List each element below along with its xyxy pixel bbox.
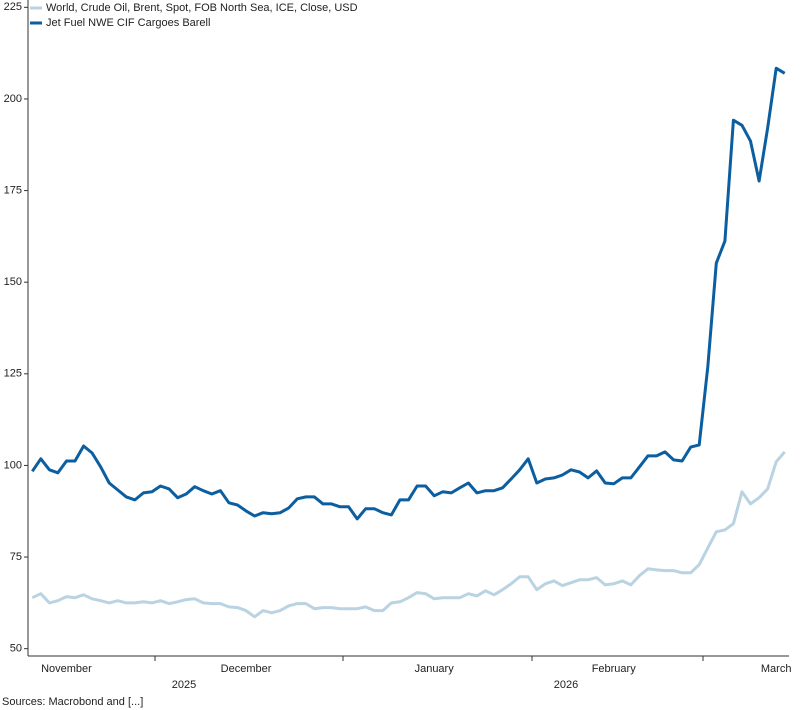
- x-tick-label: February: [592, 663, 637, 675]
- y-tick-label: 175: [4, 184, 22, 196]
- x-tick-label: November: [41, 663, 92, 675]
- legend-label: World, Crude Oil, Brent, Spot, FOB North…: [46, 2, 358, 14]
- y-tick-label: 50: [10, 643, 22, 655]
- y-tick-label: 150: [4, 276, 22, 288]
- x-tick-label: January: [415, 663, 455, 675]
- series-line: [31, 66, 786, 521]
- x-tick-label: December: [221, 663, 272, 675]
- y-tick-label: 100: [4, 459, 22, 471]
- y-tick-label: 200: [4, 93, 22, 105]
- y-tick-label: 125: [4, 368, 22, 380]
- source: Sources: Macrobond and [...]: [2, 696, 143, 708]
- legend-label: Jet Fuel NWE CIF Cargoes Barell: [46, 17, 210, 29]
- series-line: [31, 450, 786, 619]
- year-label: 2025: [172, 679, 196, 691]
- x-tick-label: March: [761, 663, 792, 675]
- year-label: 2026: [554, 679, 578, 691]
- y-tick-label: 75: [10, 551, 22, 563]
- y-tick-label: 225: [4, 1, 22, 13]
